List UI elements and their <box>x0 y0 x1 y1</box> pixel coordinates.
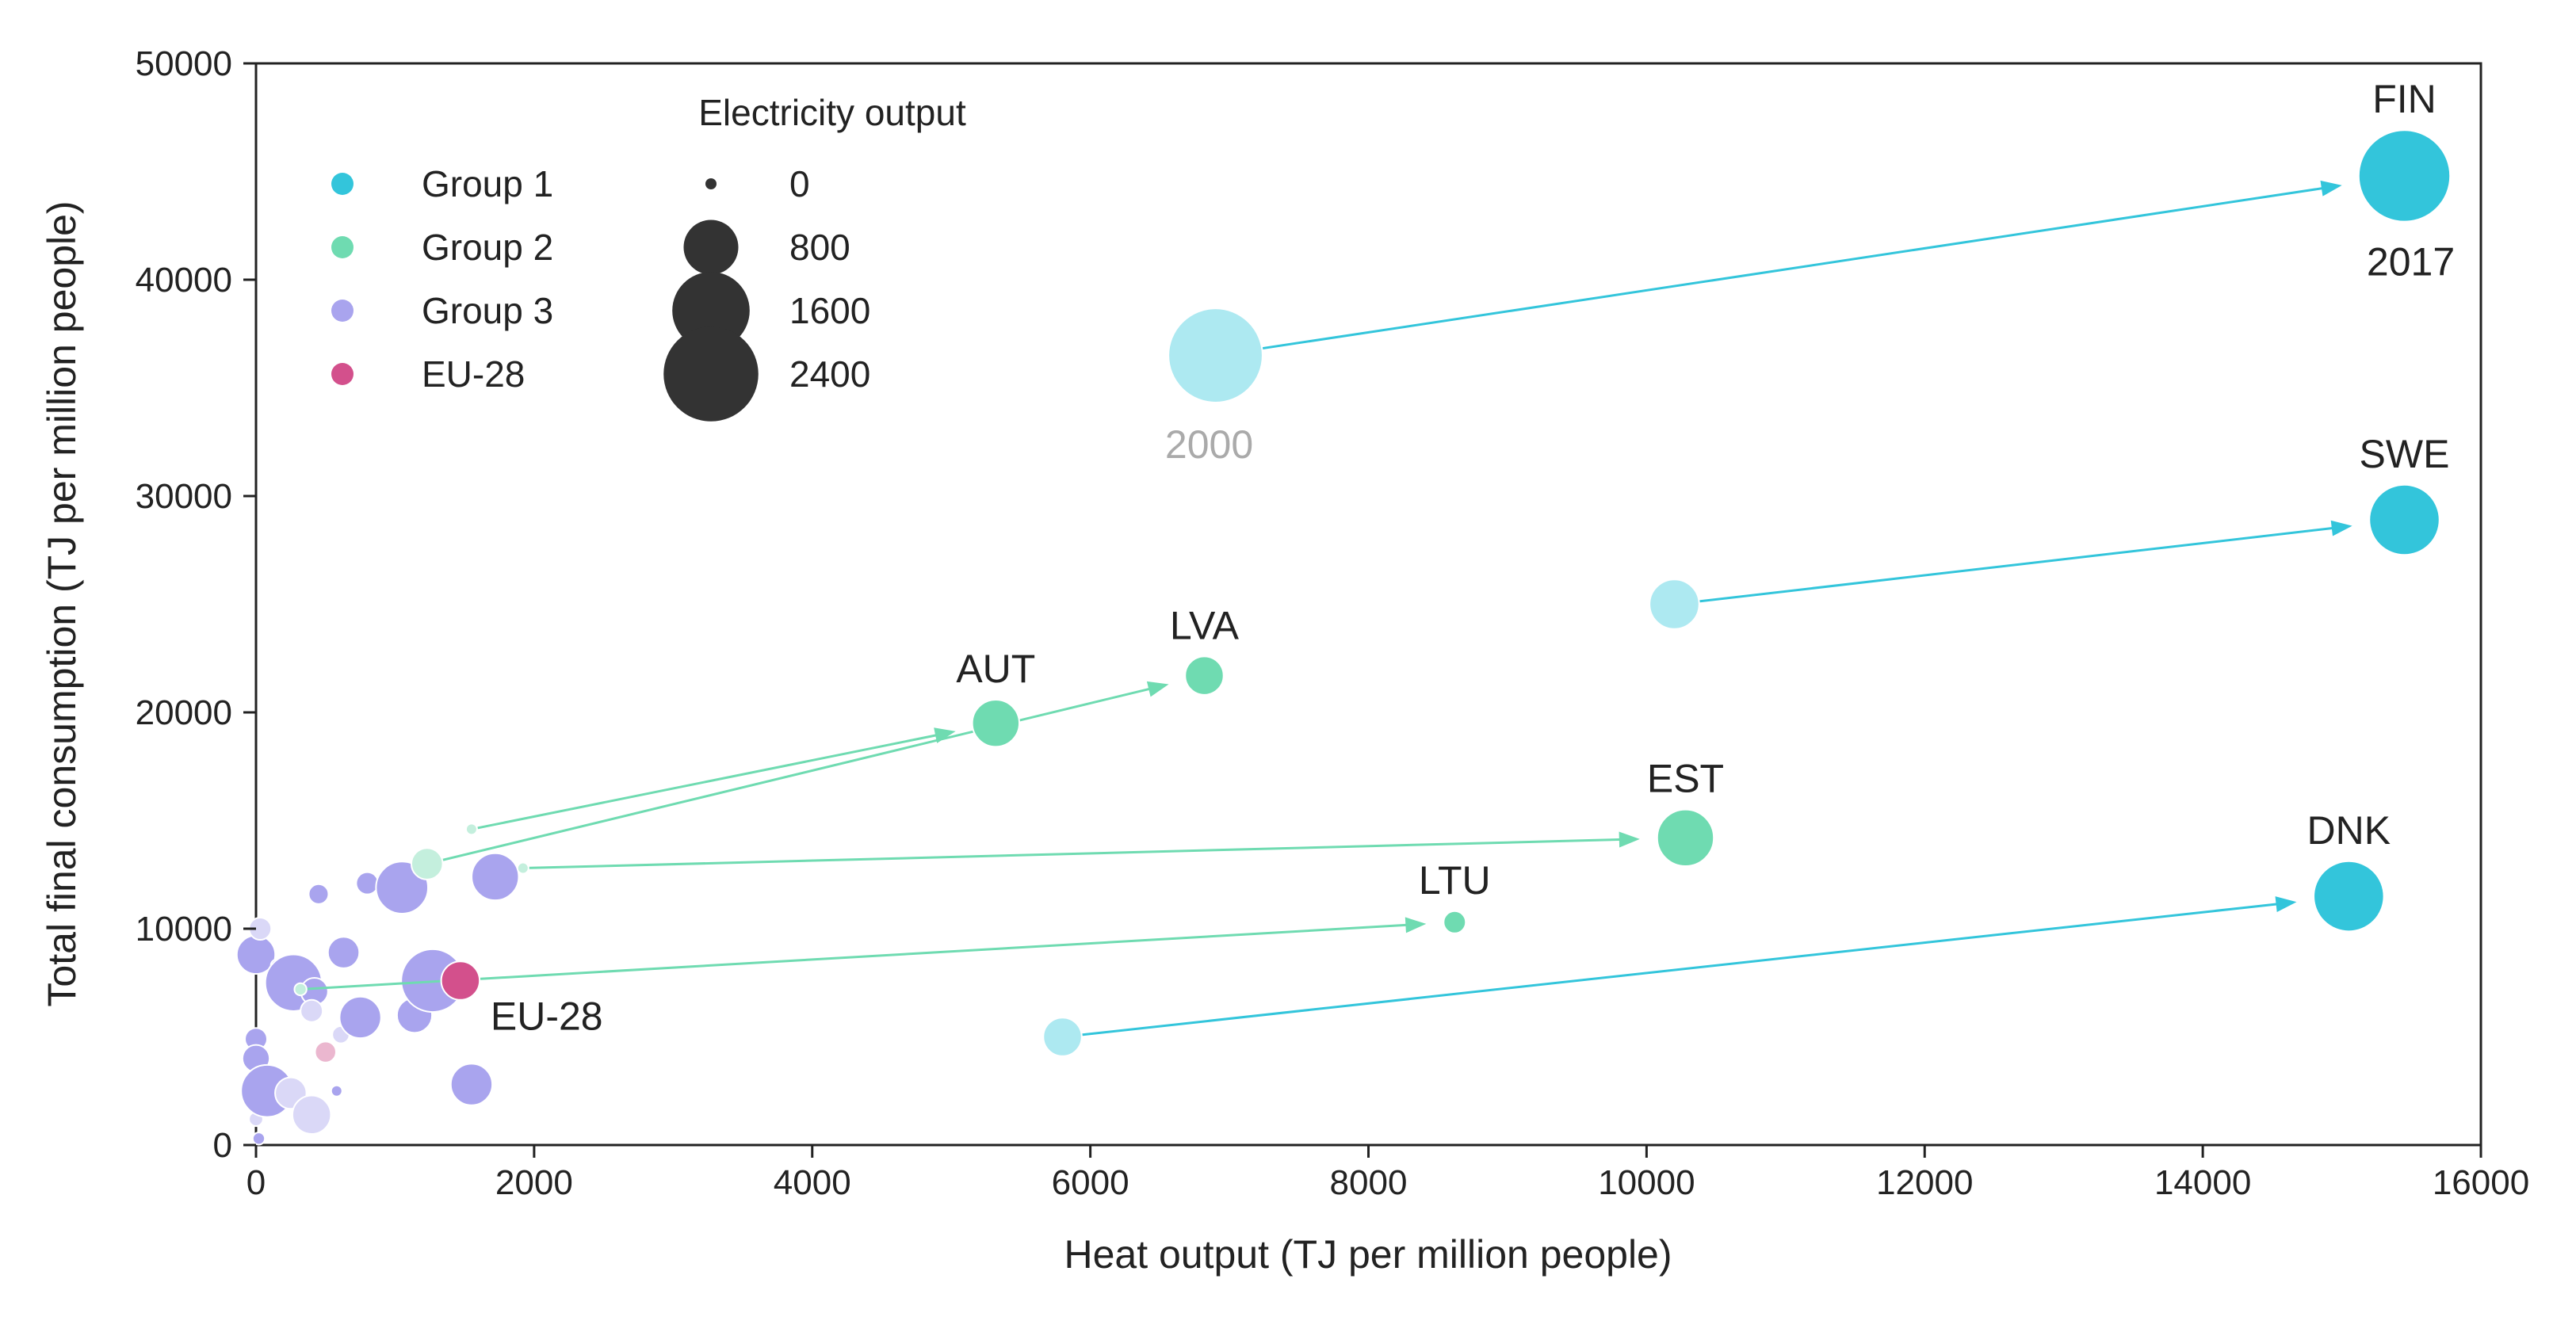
legend: Group 1 Group 2 Group 3 EU-28 Electricity o… <box>331 92 966 422</box>
x-tick-label: 12000 <box>1876 1163 1973 1202</box>
y-tick-label: 50000 <box>136 44 232 83</box>
x-axis-title: Heat output (TJ per million people) <box>1064 1232 1672 1277</box>
country-label-ltu: LTU <box>1419 858 1491 903</box>
group3-point <box>300 998 324 1023</box>
point-end-ltu <box>1443 910 1467 934</box>
trajectory-arrow-line <box>426 687 1152 865</box>
trajectory-arrowhead <box>1405 917 1427 933</box>
country-label-eu-28: EU-28 <box>491 994 603 1039</box>
group3-point <box>308 883 330 905</box>
legend-marker-group-3 <box>331 300 354 322</box>
other-points-layer <box>235 852 520 1146</box>
point-end-swe <box>2368 483 2440 556</box>
legend-label: EU-28 <box>422 353 525 395</box>
legend-label: Group 2 <box>422 227 553 268</box>
point-start-eu-28 <box>314 1040 338 1063</box>
point-end-dnk <box>2313 860 2385 933</box>
point-start-aut <box>464 823 478 836</box>
plot-frame <box>254 62 2482 1147</box>
point-start-est <box>516 861 529 875</box>
x-tick-label: 8000 <box>1330 1163 1408 1202</box>
legend-size-title: Electricity output <box>698 92 966 133</box>
group3-point <box>471 852 520 902</box>
legend-size-marker <box>705 178 717 189</box>
y-tick-label: 30000 <box>136 477 232 516</box>
point-labels-layer: FIN 2000 2017 SWE DNK AUT LVA EST LTU EU-28 <box>491 77 2455 1038</box>
legend-label: Group 1 <box>422 163 553 204</box>
trajectory-arrow-line <box>300 923 1409 991</box>
trajectory-arrowhead <box>2330 520 2352 536</box>
group3-point <box>251 1132 266 1146</box>
x-tick-label: 4000 <box>774 1163 851 1202</box>
year-label-start: 2000 <box>1165 422 1253 467</box>
y-tick-label: 0 <box>213 1126 232 1165</box>
plot-area: FIN 2000 2017 SWE DNK AUT LVA EST LTU EU-28 <box>235 62 2482 1147</box>
group3-point <box>291 1094 332 1136</box>
arrows-layer <box>300 180 2352 1038</box>
point-end-lva <box>1184 655 1225 696</box>
x-tick-label: 6000 <box>1052 1163 1129 1202</box>
x-axis: 0 2000 4000 6000 8000 10000 12000 14000 16000 <box>247 1145 2529 1202</box>
legend-size-marker <box>672 272 750 349</box>
legend-size-label: 800 <box>789 227 850 268</box>
legend-size-label: 2400 <box>789 353 870 395</box>
trajectory-arrowhead <box>1146 681 1169 697</box>
country-label-aut: AUT <box>956 647 1035 691</box>
trajectory-arrow-line <box>1674 526 2335 605</box>
point-start-dnk <box>1042 1017 1083 1057</box>
country-label-dnk: DNK <box>2307 808 2391 853</box>
legend-marker-group-1 <box>331 173 354 195</box>
point-end-est <box>1656 808 1715 868</box>
legend-size-label: 0 <box>789 163 810 204</box>
legend-size-marker <box>663 326 759 422</box>
country-label-lva: LVA <box>1170 603 1240 647</box>
trajectory-arrow-line <box>1215 186 2326 357</box>
highlighted-points-layer <box>293 129 2452 1063</box>
y-axis: 0 10000 20000 30000 40000 50000 <box>136 44 256 1165</box>
y-tick-label: 10000 <box>136 910 232 949</box>
country-label-fin: FIN <box>2372 77 2436 121</box>
x-tick-label: 0 <box>247 1163 266 1202</box>
trajectory-arrow-line <box>522 838 1622 870</box>
legend-size-label: 1600 <box>789 290 870 331</box>
trajectory-arrowhead <box>1619 831 1640 848</box>
group3-point <box>327 936 361 969</box>
y-tick-label: 40000 <box>136 261 232 300</box>
x-tick-label: 16000 <box>2433 1163 2529 1202</box>
point-start-swe <box>1649 578 1700 630</box>
point-end-aut <box>971 698 1021 748</box>
trajectory-arrowhead <box>2320 180 2342 197</box>
group3-point <box>338 995 382 1040</box>
country-label-swe: SWE <box>2360 432 2450 476</box>
point-end-eu-28 <box>440 960 481 1001</box>
point-start-ltu <box>293 982 308 997</box>
x-tick-label: 14000 <box>2154 1163 2251 1202</box>
trajectory-arrowhead <box>2275 896 2297 913</box>
y-axis-title: Total final consumption (TJ per million … <box>40 200 84 1006</box>
point-start-fin <box>1168 307 1263 403</box>
year-label-end: 2017 <box>2367 240 2455 284</box>
group3-point <box>330 1084 343 1098</box>
legend-marker-group-2 <box>331 236 354 258</box>
legend-groups: Group 1 Group 2 Group 3 EU-28 <box>331 163 553 395</box>
x-tick-label: 2000 <box>495 1163 573 1202</box>
legend-size-marker <box>683 220 739 275</box>
group3-point <box>449 1063 494 1106</box>
legend-marker-eu-28 <box>331 363 354 385</box>
group3-point <box>355 871 380 895</box>
x-tick-label: 10000 <box>1598 1163 1695 1202</box>
y-tick-label: 20000 <box>136 693 232 732</box>
country-label-est: EST <box>1647 757 1724 801</box>
point-start-lva <box>410 847 444 880</box>
trajectory-arrow-line <box>471 733 939 830</box>
legend-sizes: 0 800 1600 2400 <box>663 163 870 422</box>
point-end-fin <box>2357 129 2452 223</box>
trajectory-arrow-line <box>1062 903 2280 1038</box>
legend-label: Group 3 <box>422 290 553 331</box>
